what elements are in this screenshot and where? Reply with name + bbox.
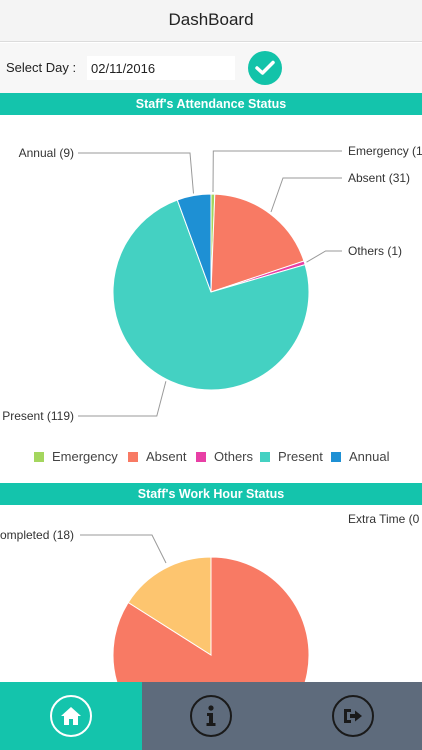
legend-label-annual: Annual (349, 449, 390, 464)
work-hour-chart: ompleted (18) Extra Time (0 (0, 505, 422, 682)
logout-button[interactable] (332, 695, 374, 737)
pie-slice-present[interactable] (112, 199, 310, 391)
data-label-absent: Absent (31) (348, 171, 410, 185)
home-icon (61, 707, 81, 725)
check-icon (255, 60, 275, 75)
select-day-label: Select Day : (6, 60, 77, 75)
legend-label-emergency: Emergency (52, 449, 118, 464)
info-button[interactable] (190, 695, 232, 737)
attendance-legend: Emergency Absent Others Present Annual (0, 445, 422, 467)
legend-swatch-others (196, 452, 206, 462)
date-input[interactable] (87, 56, 235, 80)
attendance-section-title: Staff's Attendance Status (0, 93, 422, 115)
data-label-present: Present (119) (2, 409, 74, 423)
legend-swatch-emergency (34, 452, 44, 462)
data-label-completed: ompleted (18) (0, 528, 74, 542)
leader-line-annual (78, 152, 194, 194)
leader-line-emergency (212, 150, 342, 193)
legend-label-present: Present (278, 449, 323, 464)
leader-line-others (306, 250, 342, 263)
bottom-navigation (0, 682, 422, 750)
data-label-others: Others (1) (348, 244, 402, 258)
nav-home-tab[interactable] (0, 682, 142, 750)
data-label-annual: Annual (9) (19, 146, 74, 160)
legend-item-annual[interactable]: Annual (331, 449, 389, 464)
legend-item-others[interactable]: Others (196, 449, 253, 464)
work-hour-section-title: Staff's Work Hour Status (0, 483, 422, 505)
legend-swatch-absent (128, 452, 138, 462)
data-label-extra-time: Extra Time (0 (348, 512, 420, 526)
pie-slice-annual[interactable] (176, 193, 212, 293)
legend-item-emergency[interactable]: Emergency (34, 449, 118, 464)
legend-label-absent: Absent (146, 449, 187, 464)
leader-line-absent (270, 177, 342, 213)
legend-label-others: Others (214, 449, 254, 464)
home-button[interactable] (50, 695, 92, 737)
data-label-emergency: Emergency (1 (348, 144, 422, 158)
leader-line-completed (80, 534, 167, 564)
logout-icon (344, 709, 362, 723)
legend-item-absent[interactable]: Absent (128, 449, 186, 464)
attendance-pie-chart: Emergency (1 Absent (31) Others (1) Present… (2, 144, 422, 423)
work-hour-pie-chart: ompleted (18) Extra Time (0 (0, 512, 420, 682)
leader-line-present (78, 381, 167, 417)
page-title: DashBoard (168, 10, 254, 29)
pie-slice-completed[interactable] (127, 556, 212, 656)
app-header: DashBoard (0, 0, 422, 42)
legend-swatch-present (260, 452, 270, 462)
pie-slice-absent[interactable] (210, 193, 305, 293)
info-icon (206, 705, 216, 726)
date-filter-row: Select Day : (0, 43, 422, 93)
submit-date-button[interactable] (248, 51, 282, 85)
legend-item-present[interactable]: Present (260, 449, 323, 464)
legend-swatch-annual (331, 452, 341, 462)
attendance-chart: Emergency (1 Absent (31) Others (1) Present… (0, 115, 422, 483)
